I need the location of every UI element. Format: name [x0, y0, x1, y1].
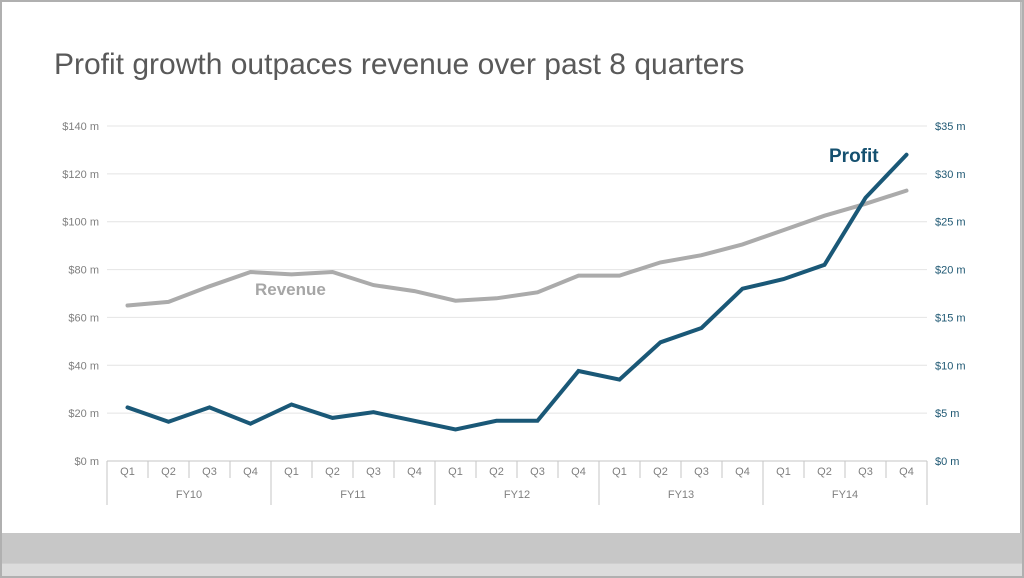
- chart-title: Profit growth outpaces revenue over past…: [54, 48, 745, 81]
- left-axis-tick-label: $120 m: [62, 169, 99, 181]
- x-axis-quarter-label: Q2: [325, 466, 340, 478]
- x-axis-quarter-label: Q4: [735, 466, 750, 478]
- x-axis-quarter-label: Q1: [448, 466, 463, 478]
- left-axis-tick-label: $40 m: [68, 360, 99, 372]
- left-axis-tick-label: $20 m: [68, 408, 99, 420]
- revenue-line: [125, 188, 909, 308]
- x-axis-quarter-label: Q4: [407, 466, 422, 478]
- right-axis-tick-label: $20 m: [935, 265, 966, 277]
- x-axis-fy-label: FY14: [832, 489, 858, 501]
- x-axis-quarter-label: Q2: [489, 466, 504, 478]
- x-axis-quarter-label: Q2: [653, 466, 668, 478]
- series-label-profit: Profit: [829, 146, 879, 167]
- x-axis-quarter-label: Q3: [858, 466, 873, 478]
- right-axis-tick-label: $35 m: [935, 121, 966, 133]
- x-axis-quarter-label: Q3: [202, 466, 217, 478]
- left-axis-tick-label: $140 m: [62, 121, 99, 133]
- x-axis-quarter-label: Q2: [817, 466, 832, 478]
- series-label-revenue: Revenue: [255, 280, 326, 299]
- left-axis-tick-label: $0 m: [75, 456, 99, 468]
- left-axis-tick-label: $100 m: [62, 217, 99, 229]
- x-axis-quarter-label: Q4: [571, 466, 586, 478]
- x-axis-quarter-label: Q3: [694, 466, 709, 478]
- x-axis-quarter-label: Q3: [530, 466, 545, 478]
- right-axis-tick-label: $25 m: [935, 217, 966, 229]
- x-axis-fy-label: FY11: [340, 489, 365, 501]
- x-axis-quarter-label: Q3: [366, 466, 381, 478]
- x-axis-fy-label: FY13: [668, 489, 694, 501]
- profit-line: [125, 152, 909, 432]
- right-axis-tick-label: $15 m: [935, 312, 966, 324]
- left-axis-tick-label: $60 m: [68, 312, 99, 324]
- x-axis-quarter-label: Q4: [243, 466, 258, 478]
- right-axis-tick-label: $10 m: [935, 360, 966, 372]
- x-axis-quarter-label: Q1: [120, 466, 135, 478]
- x-axis-quarter-label: Q1: [284, 466, 299, 478]
- status-bar: [2, 563, 1022, 576]
- right-axis-tick-label: $0 m: [935, 456, 959, 468]
- x-axis-quarter-label: Q1: [776, 466, 791, 478]
- x-axis-fy-label: FY10: [176, 489, 202, 501]
- left-axis-tick-label: $80 m: [68, 265, 99, 277]
- x-axis-fy-label: FY12: [504, 489, 530, 501]
- slide-canvas: [2, 2, 1021, 533]
- right-axis-tick-label: $5 m: [935, 408, 959, 420]
- x-axis-quarter-label: Q1: [612, 466, 627, 478]
- x-axis-quarter-label: Q4: [899, 466, 914, 478]
- x-axis-quarter-label: Q2: [161, 466, 176, 478]
- right-axis-tick-label: $30 m: [935, 169, 966, 181]
